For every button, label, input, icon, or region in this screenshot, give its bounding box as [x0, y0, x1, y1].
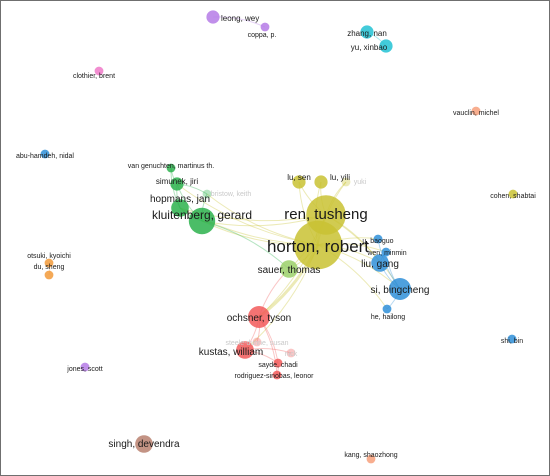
node-nick[interactable]: [286, 348, 296, 358]
label-jones: jones, scott: [66, 366, 102, 373]
node-cohen[interactable]: [508, 189, 518, 199]
node-rodriguez[interactable]: [272, 370, 282, 380]
label-horton: horton, robert: [267, 237, 369, 256]
node-wenminmin[interactable]: [381, 247, 391, 257]
label-bristow: bristow, keith: [211, 191, 252, 198]
label-nick: nick: [285, 351, 298, 358]
node-shibin[interactable]: [507, 334, 517, 344]
label-wenminmin: wen, minmin: [366, 250, 406, 257]
label-rodriguez: rodriguez-sinobas, leonor: [235, 373, 315, 380]
label-yuki: yuki: [354, 179, 367, 186]
node-leong[interactable]: [206, 10, 220, 24]
label-vangenuchten: van genuchten, martinus th.: [128, 163, 214, 170]
node-kluitenberg[interactable]: [188, 207, 216, 235]
node-abuhamdeh[interactable]: [40, 149, 50, 159]
node-hehailong[interactable]: [382, 304, 392, 314]
node-sayde[interactable]: [273, 358, 283, 368]
label-steele: steele-dunne, susan: [225, 340, 288, 347]
node-coppa[interactable]: [260, 22, 270, 32]
label-hopmans: hopmans, jan: [150, 194, 210, 205]
label-singh: singh, devendra: [108, 439, 180, 450]
label-coppa: coppa, p.: [248, 32, 277, 39]
node-zhang[interactable]: [360, 25, 374, 39]
node-bristow[interactable]: [202, 189, 212, 199]
label-kluitenberg: kluitenberg, gerard: [152, 208, 252, 222]
node-bauguo[interactable]: [373, 234, 383, 244]
label-sauer: sauer, thomas: [258, 265, 321, 276]
label-zhang: zhang, nan: [347, 29, 387, 38]
label-yu: yu, xinbao: [351, 43, 388, 52]
node-simunek[interactable]: [170, 177, 184, 191]
label-bauguo: u, baoguo: [362, 238, 393, 245]
node-kang[interactable]: [366, 454, 376, 464]
label-abuhamdeh: abu-hamdeh, nidal: [16, 153, 74, 160]
label-otsuki: otsuki, kyoichi: [27, 253, 71, 260]
label-hehailong: he, hailong: [371, 314, 405, 321]
label-simunek: simunek, jiri: [156, 177, 198, 186]
label-dusheng: du, sheng: [34, 264, 65, 271]
label-vauclin: vauclin, michel: [453, 110, 499, 117]
node-yuki[interactable]: [341, 177, 351, 187]
node-hopmans[interactable]: [171, 199, 189, 217]
node-lusen[interactable]: [292, 175, 306, 189]
label-luyili: lu, yili: [330, 173, 350, 182]
node-clothier[interactable]: [94, 66, 104, 76]
nodes-layer: [40, 10, 518, 464]
label-shibin: shi, bin: [501, 338, 523, 345]
label-kustas: kustas, william: [199, 347, 263, 358]
node-liugang[interactable]: [371, 254, 389, 272]
label-cohen: cohen, shabtai: [490, 193, 536, 200]
label-liugang: liu, gang: [361, 259, 399, 270]
label-kang: kang, shaozhong: [344, 452, 397, 459]
label-ochsner: ochsner, tyson: [227, 313, 291, 324]
node-ochsner[interactable]: [248, 306, 270, 328]
node-singh[interactable]: [135, 435, 153, 453]
node-horton[interactable]: [293, 220, 343, 270]
node-otsuki[interactable]: [44, 258, 54, 268]
labels-layer: leong, wey coppa, p. zhang, nan yu, xinbao c…: [16, 14, 536, 459]
node-vauclin[interactable]: [471, 106, 481, 116]
node-vangenuchten[interactable]: [166, 163, 176, 173]
label-clothier: clothier, brent: [73, 73, 115, 80]
label-ren: ren, tusheng: [284, 206, 367, 223]
label-leong: leong, wey: [221, 14, 259, 23]
label-sayde: sayde, chadi: [258, 362, 298, 369]
node-jones[interactable]: [80, 362, 90, 372]
label-lusen: lu, sen: [287, 173, 311, 182]
node-yu[interactable]: [379, 39, 393, 53]
node-luyili[interactable]: [314, 175, 328, 189]
node-kustas[interactable]: [236, 341, 254, 359]
node-sauer[interactable]: [280, 260, 298, 278]
node-steele[interactable]: [252, 337, 262, 347]
label-si: si, bingcheng: [371, 285, 430, 296]
node-dusheng[interactable]: [44, 270, 54, 280]
node-si[interactable]: [389, 278, 411, 300]
